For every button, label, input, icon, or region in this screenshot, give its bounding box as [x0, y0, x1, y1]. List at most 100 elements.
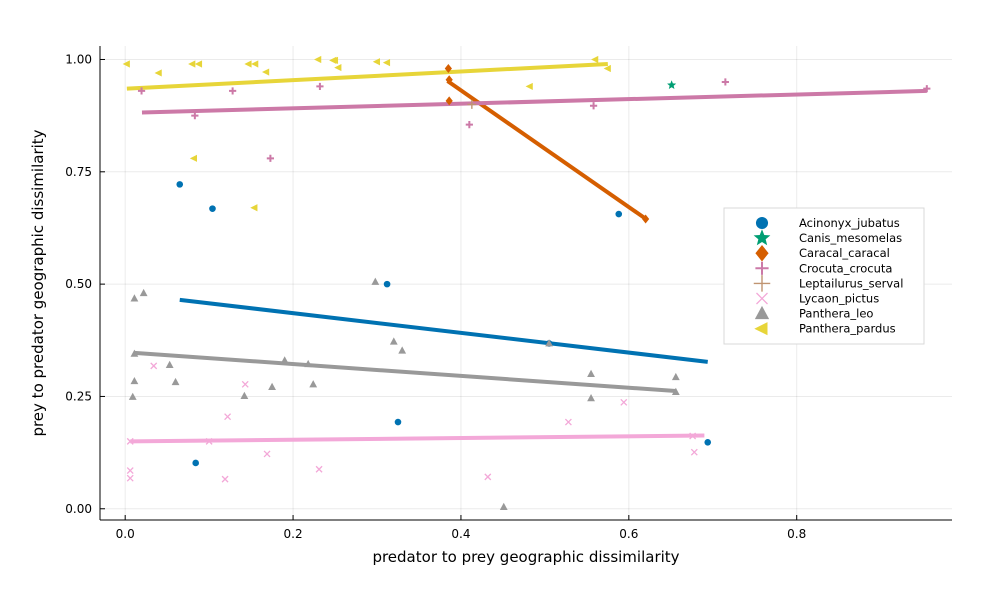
- point-panthera-leo: [139, 288, 148, 297]
- y-axis-title: prey to predator geographic dissimilarit…: [29, 129, 47, 436]
- trend-line-panthera-leo: [134, 350, 676, 394]
- point-lycaon-pictus: [564, 418, 572, 426]
- point-panthera-leo: [371, 277, 380, 285]
- legend-marker-caracal-caracal: [755, 244, 769, 262]
- point-panthera-pardus: [122, 60, 130, 68]
- series-caracal-caracal: [444, 63, 650, 224]
- point-crocuta-crocuta: [137, 87, 146, 95]
- point-crocuta-crocuta: [191, 112, 199, 120]
- point-panthera-pardus: [334, 63, 342, 72]
- point-panthera-leo: [398, 346, 407, 354]
- point-acinonyx-jubatus: [615, 210, 623, 218]
- point-panthera-pardus: [525, 82, 533, 91]
- series-leptailurus-serval: [467, 99, 477, 109]
- y-tick-label: 0.50: [65, 277, 92, 291]
- point-lycaon-pictus: [126, 467, 134, 475]
- point-panthera-leo: [545, 339, 553, 347]
- point-lycaon-pictus: [620, 398, 628, 406]
- point-panthera-leo: [171, 377, 180, 386]
- legend-label-crocuta-crocuta: Crocuta_crocuta: [799, 261, 892, 275]
- series-crocuta-crocuta: [137, 78, 931, 162]
- point-caracal-caracal: [642, 214, 650, 224]
- point-lycaon-pictus: [126, 437, 134, 445]
- axes: [99, 46, 952, 521]
- y-tick-label: 0.75: [65, 165, 92, 179]
- legend-label-leptailurus-serval: Leptailurus_serval: [799, 276, 903, 290]
- point-lycaon-pictus: [690, 448, 698, 456]
- point-panthera-leo: [309, 380, 318, 388]
- point-caracal-caracal: [444, 63, 452, 73]
- point-panthera-pardus: [314, 55, 322, 64]
- point-crocuta-crocuta: [266, 154, 274, 162]
- point-panthera-leo: [587, 369, 595, 377]
- trend-line-acinonyx-jubatus: [179, 297, 708, 364]
- legend-marker-panthera-leo: [754, 305, 770, 320]
- point-panthera-pardus: [188, 60, 196, 68]
- point-panthera-leo: [268, 382, 276, 391]
- point-lycaon-pictus: [484, 473, 492, 481]
- point-panthera-pardus: [372, 58, 381, 66]
- point-acinonyx-jubatus: [394, 418, 402, 426]
- series-panthera-leo: [128, 277, 680, 510]
- x-tick-label: 0.6: [619, 527, 638, 541]
- point-crocuta-crocuta: [589, 102, 598, 110]
- point-lycaon-pictus: [150, 362, 158, 370]
- point-panthera-leo: [128, 392, 137, 400]
- point-panthera-leo: [280, 356, 289, 364]
- series-canis-mesomelas: [667, 80, 677, 89]
- trend-line-lycaon-pictus: [130, 433, 705, 444]
- point-acinonyx-jubatus: [209, 205, 216, 212]
- point-lycaon-pictus: [224, 413, 232, 421]
- legend-label-canis-mesomelas: Canis_mesomelas: [799, 231, 902, 245]
- point-caracal-caracal: [445, 96, 453, 106]
- point-lycaon-pictus: [689, 432, 697, 440]
- point-lycaon-pictus: [221, 475, 229, 483]
- point-leptailurus-serval: [467, 99, 477, 109]
- legend-marker-acinonyx-jubatus: [755, 216, 769, 230]
- point-panthera-pardus: [189, 154, 198, 162]
- point-acinonyx-jubatus: [176, 181, 184, 188]
- point-panthera-pardus: [262, 68, 270, 76]
- point-panthera-leo: [130, 376, 139, 385]
- point-panthera-leo: [130, 294, 139, 302]
- legend-marker-crocuta-crocuta: [755, 261, 769, 275]
- series-acinonyx-jubatus: [176, 181, 712, 467]
- point-panthera-leo: [671, 387, 680, 395]
- tick-labels: 0.0 0.2 0.4 0.6 0.8 0.00 0.25 0.50 0.75 1.00: [65, 52, 806, 541]
- point-panthera-leo: [240, 391, 249, 399]
- legend-label-lycaon-pictus: Lycaon_pictus: [799, 292, 879, 306]
- point-panthera-pardus: [382, 59, 391, 67]
- point-crocuta-crocuta: [721, 78, 729, 86]
- point-acinonyx-jubatus: [383, 280, 391, 288]
- trend-line-panthera-pardus: [126, 61, 608, 91]
- legend-label-caracal-caracal: Caracal_caracal: [799, 246, 890, 260]
- point-panthera-leo: [165, 360, 174, 368]
- trend-line-crocuta-crocuta: [141, 88, 927, 115]
- y-tick-label: 0.25: [65, 389, 92, 403]
- point-panthera-leo: [130, 349, 139, 357]
- x-tick-label: 0.4: [451, 527, 470, 541]
- trend-lines: [126, 61, 927, 444]
- legend-marker-canis-mesomelas: [753, 229, 771, 246]
- point-lycaon-pictus: [205, 437, 213, 445]
- point-panthera-leo: [671, 372, 680, 381]
- point-panthera-pardus: [244, 60, 252, 68]
- point-panthera-leo: [587, 394, 595, 402]
- point-acinonyx-jubatus: [704, 438, 712, 446]
- point-acinonyx-jubatus: [192, 459, 199, 467]
- point-crocuta-crocuta: [465, 121, 473, 129]
- point-panthera-pardus: [603, 64, 611, 73]
- point-panthera-leo: [389, 337, 398, 345]
- x-tick-label: 0.8: [787, 527, 806, 541]
- legend-marker-panthera-pardus: [754, 322, 768, 336]
- point-lycaon-pictus: [263, 450, 271, 458]
- y-tick-label: 0.00: [65, 502, 92, 516]
- point-canis-mesomelas: [667, 80, 677, 89]
- point-crocuta-crocuta: [923, 85, 931, 93]
- data-points: [122, 55, 931, 510]
- point-panthera-pardus: [251, 60, 259, 68]
- legend-marker-leptailurus-serval: [753, 275, 771, 292]
- legend-label-panthera-pardus: Panthera_pardus: [799, 322, 896, 336]
- point-crocuta-crocuta: [229, 87, 237, 95]
- point-panthera-pardus: [250, 204, 258, 212]
